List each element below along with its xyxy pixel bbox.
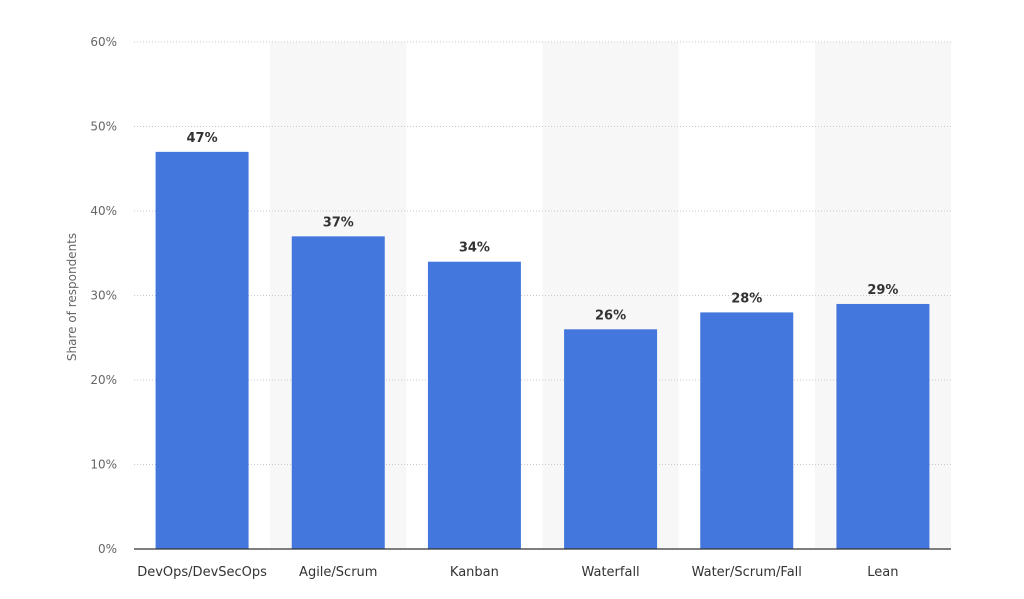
y-tick-label: 30% <box>90 289 117 303</box>
data-labels: 47% 37% 34% 26% 28% 29% <box>187 131 899 323</box>
y-tick-label: 0% <box>98 542 117 556</box>
category-labels: DevOps/DevSecOps Agile/Scrum Kanban Waterfa… <box>137 565 898 580</box>
data-label: 28% <box>731 291 762 306</box>
bar <box>836 303 930 549</box>
bar <box>155 151 249 549</box>
bar <box>700 312 794 549</box>
y-tick-label: 20% <box>90 373 117 387</box>
data-label: 47% <box>187 131 218 146</box>
bar <box>564 329 658 549</box>
data-label: 29% <box>867 283 898 298</box>
grid-lines <box>134 41 951 465</box>
y-tick-label: 40% <box>90 204 117 218</box>
bars <box>155 151 930 549</box>
category-label: Lean <box>867 565 898 580</box>
y-tick-label: 50% <box>90 120 117 134</box>
category-label: Agile/Scrum <box>299 565 377 580</box>
category-label: Waterfall <box>581 565 639 580</box>
y-tick-label: 60% <box>90 35 117 49</box>
data-label: 37% <box>323 215 354 230</box>
bar <box>291 236 385 549</box>
bar <box>427 261 521 549</box>
category-label: Water/Scrum/Fall <box>692 565 802 580</box>
category-label: DevOps/DevSecOps <box>137 565 267 580</box>
category-label: Kanban <box>450 565 499 580</box>
y-axis-title: Share of respondents <box>65 233 79 361</box>
data-label: 26% <box>595 308 626 323</box>
y-tick-label: 10% <box>90 458 117 472</box>
data-label: 34% <box>459 241 490 256</box>
y-tick-labels: 0% 10% 20% 30% 40% 50% 60% <box>90 35 117 556</box>
